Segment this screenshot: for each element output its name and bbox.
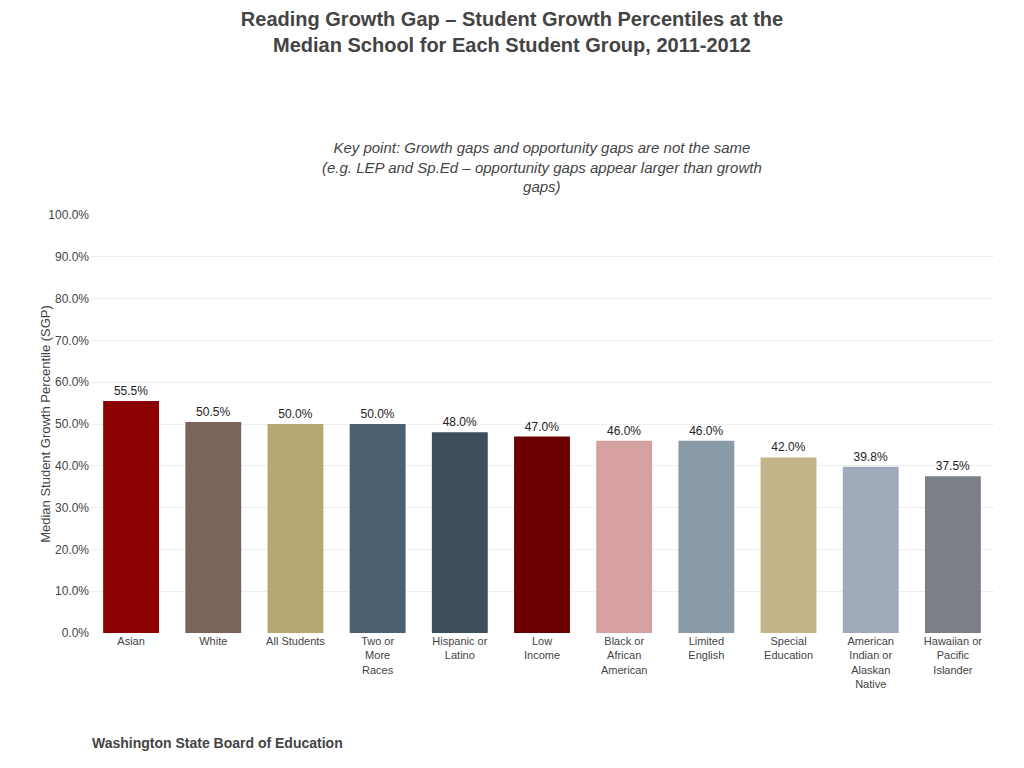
svg-text:30.0%: 30.0% (55, 501, 89, 515)
svg-text:90.0%: 90.0% (55, 250, 89, 264)
svg-text:50.0%: 50.0% (278, 407, 312, 421)
svg-text:50.0%: 50.0% (55, 417, 89, 431)
svg-text:Key point: Growth gaps and opp: Key point: Growth gaps and opportunity g… (322, 139, 762, 195)
svg-text:Hispanic orLatino: Hispanic orLatino (432, 635, 487, 661)
svg-text:50.5%: 50.5% (196, 405, 230, 419)
svg-text:LimitedEnglish: LimitedEnglish (688, 635, 724, 661)
svg-text:40.0%: 40.0% (55, 459, 89, 473)
svg-text:Black orAfricanAmerican: Black orAfricanAmerican (601, 635, 647, 676)
svg-text:SpecialEducation: SpecialEducation (764, 635, 813, 661)
svg-text:42.0%: 42.0% (771, 440, 805, 454)
svg-text:Asian: Asian (117, 635, 145, 647)
svg-text:55.5%: 55.5% (114, 384, 148, 398)
svg-text:LowIncome: LowIncome (524, 635, 560, 661)
svg-text:White: White (199, 635, 227, 647)
svg-text:37.5%: 37.5% (936, 459, 970, 473)
svg-text:0.0%: 0.0% (62, 626, 90, 640)
svg-text:All Students: All Students (266, 635, 325, 647)
svg-text:39.8%: 39.8% (854, 450, 888, 464)
svg-text:46.0%: 46.0% (607, 424, 641, 438)
svg-text:80.0%: 80.0% (55, 292, 89, 306)
svg-text:20.0%: 20.0% (55, 543, 89, 557)
svg-text:46.0%: 46.0% (689, 424, 723, 438)
svg-text:50.0%: 50.0% (360, 407, 394, 421)
svg-text:70.0%: 70.0% (55, 334, 89, 348)
svg-text:60.0%: 60.0% (55, 375, 89, 389)
svg-text:Washington State Board of Educ: Washington State Board of Education (92, 735, 343, 751)
svg-text:100.0%: 100.0% (48, 208, 89, 222)
svg-text:AmericanIndian orAlaskanNative: AmericanIndian orAlaskanNative (847, 635, 893, 690)
svg-text:Median Student Growth Percenti: Median Student Growth Percentile (SGP) (38, 305, 53, 543)
svg-text:47.0%: 47.0% (525, 420, 559, 434)
svg-text:48.0%: 48.0% (443, 415, 477, 429)
svg-text:Two orMoreRaces: Two orMoreRaces (361, 635, 394, 676)
svg-text:Reading Growth Gap – Student G: Reading Growth Gap – Student Growth Perc… (241, 8, 783, 56)
svg-text:10.0%: 10.0% (55, 584, 89, 598)
svg-text:Hawaiian orPacificIslander: Hawaiian orPacificIslander (924, 635, 982, 676)
